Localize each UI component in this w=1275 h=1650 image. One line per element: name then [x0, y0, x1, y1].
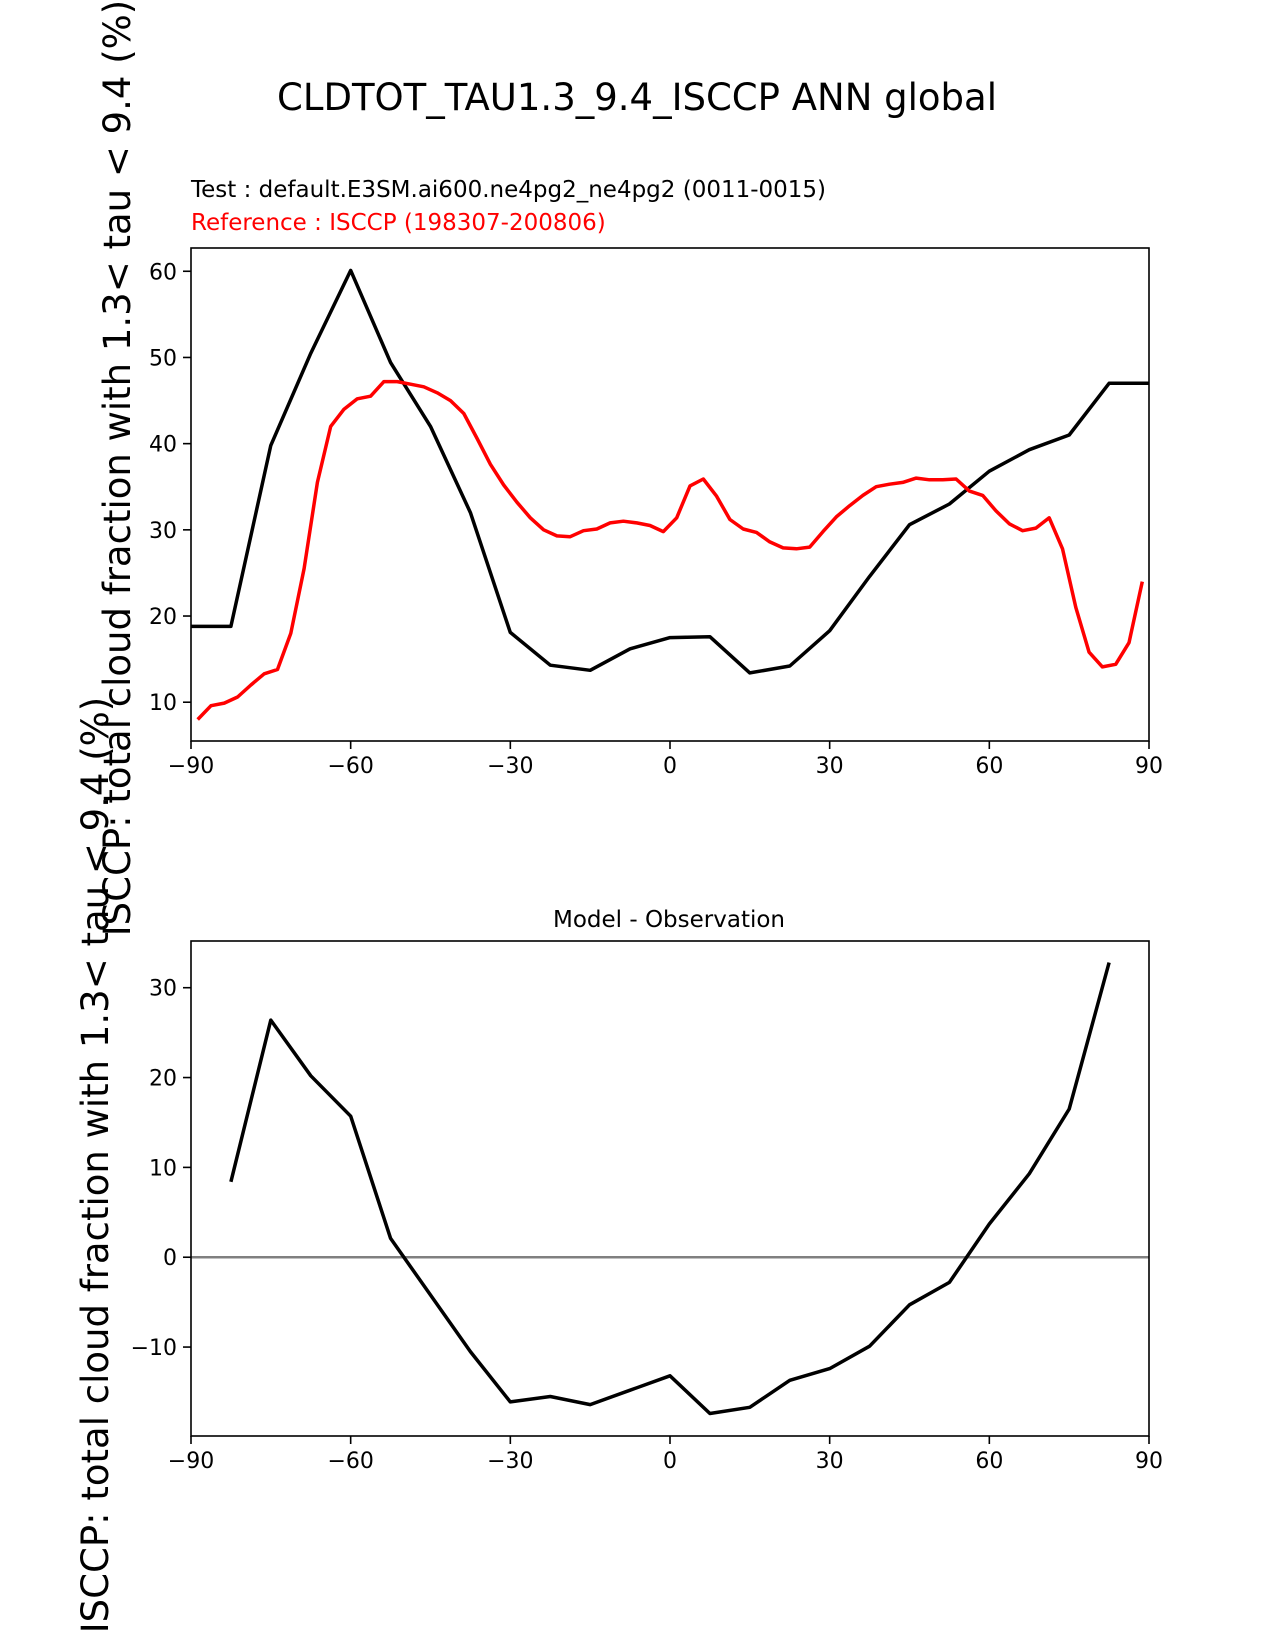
bottom-y-tick-label: −10 [131, 1336, 177, 1361]
y-axis-label-top: ISCCP: total cloud fraction with 1.3< ta… [96, 0, 139, 936]
top-y-tick-label: 10 [149, 691, 177, 716]
top-panel: −90 −60 −30 0 30 60 90 10 20 30 40 50 60 [149, 247, 1163, 779]
top-x-tick-label: 90 [1135, 754, 1163, 779]
bottom-y-tick-label: 10 [149, 1156, 177, 1181]
subplot-title: Model - Observation [553, 907, 785, 933]
figure-title: CLDTOT_TAU1.3_9.4_ISCCP ANN global [277, 76, 997, 119]
bottom-axes-frame [190, 940, 1150, 1437]
y-axis-label-bottom: ISCCP: total cloud fraction with 1.3< ta… [74, 697, 117, 1633]
top-series-test [191, 268, 1149, 675]
test-label: Test : default.E3SM.ai600.ne4pg2_ne4pg2 … [190, 177, 826, 203]
bottom-y-tick-label: 0 [163, 1246, 177, 1271]
bottom-x-tick-label: −60 [327, 1449, 373, 1474]
bottom-y-tick-label: 30 [149, 977, 177, 1002]
top-x-tick-label: −60 [327, 754, 373, 779]
bottom-x-tick-label: −30 [487, 1449, 533, 1474]
top-y-tick-label: 30 [149, 519, 177, 544]
top-x-tick-label: −90 [168, 754, 214, 779]
top-x-tick-label: −30 [487, 754, 533, 779]
top-y-tick-label: 50 [149, 346, 177, 371]
top-x-tick-label: 30 [816, 754, 844, 779]
bottom-x-tick-label: 90 [1135, 1449, 1163, 1474]
top-x-tick-label: 60 [975, 754, 1003, 779]
top-y-tick-label: 60 [149, 260, 177, 285]
top-y-tick-label: 40 [149, 433, 177, 458]
bottom-y-tick-label: 20 [149, 1067, 177, 1092]
top-series-reference [196, 379, 1145, 721]
bottom-x-tick-label: 0 [663, 1449, 677, 1474]
top-axes-frame [190, 247, 1150, 742]
bottom-series-model-observation [229, 962, 1111, 1416]
bottom-x-tick-label: 30 [816, 1449, 844, 1474]
bottom-panel: −90 −60 −30 0 30 60 90 −10 0 10 20 30 [131, 940, 1163, 1474]
reference-label: Reference : ISCCP (198307-200806) [191, 210, 606, 236]
top-y-tick-label: 20 [149, 605, 177, 630]
top-x-tick-label: 0 [663, 754, 677, 779]
bottom-x-tick-label: −90 [168, 1449, 214, 1474]
bottom-x-tick-label: 60 [975, 1449, 1003, 1474]
